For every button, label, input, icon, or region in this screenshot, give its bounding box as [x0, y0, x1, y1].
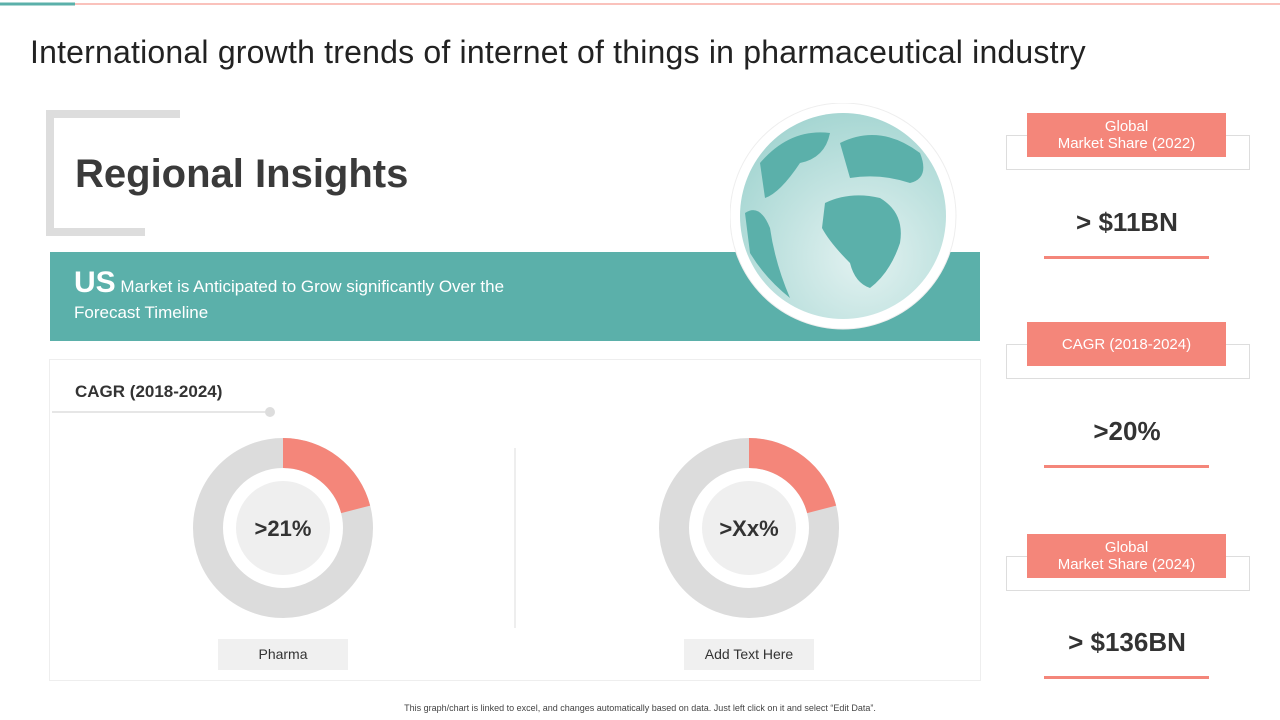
title: International growth trends of internet …: [30, 34, 1086, 70]
banner-text: US Market is Anticipated to Grow signifi…: [74, 268, 534, 326]
card-label: Global Market Share (2022): [1027, 113, 1226, 157]
footer: This graph/chart is linked to excel, and…: [404, 703, 876, 713]
banner-body: Market is Anticipated to Grow significan…: [74, 277, 505, 322]
donut-center: [236, 481, 330, 575]
card-label-line: Market Share (2022): [1057, 135, 1196, 152]
donut-segment: [749, 438, 837, 514]
donut-segment: [283, 438, 371, 514]
card-underline: [1044, 465, 1209, 468]
card-label: CAGR (2018-2024): [1027, 322, 1226, 366]
globe-land: [745, 210, 790, 298]
banner-strong: US: [74, 266, 116, 299]
panel: [49, 359, 981, 681]
panel-title: CAGR (2018-2024): [75, 382, 223, 401]
globe-land: [840, 135, 924, 183]
globe-land: [822, 195, 901, 288]
card-underline: [1044, 676, 1209, 679]
globe: [730, 103, 957, 330]
panel-title-dot: [265, 407, 275, 417]
card-label: Global Market Share (2024): [1027, 534, 1226, 578]
card-value: > $11BN: [1076, 207, 1178, 237]
globe-land: [760, 132, 830, 198]
card-label-line: Global: [1104, 539, 1149, 556]
donut-center: [702, 481, 796, 575]
donut-label: >Xx%: [719, 516, 778, 541]
donut-caption: Pharma: [218, 639, 348, 670]
heading: Regional Insights: [75, 152, 409, 196]
card-label-line: Global: [1104, 118, 1149, 135]
donut-caption: Add Text Here: [684, 639, 814, 670]
card-label-line: Market Share (2024): [1057, 556, 1196, 573]
card-label-line: CAGR (2018-2024): [1061, 335, 1192, 353]
heading-bracket: [46, 110, 180, 236]
card-value: >20%: [1093, 416, 1161, 446]
card-underline: [1044, 256, 1209, 259]
donut-label: >21%: [255, 516, 312, 541]
card-value: > $136BN: [1068, 627, 1186, 657]
